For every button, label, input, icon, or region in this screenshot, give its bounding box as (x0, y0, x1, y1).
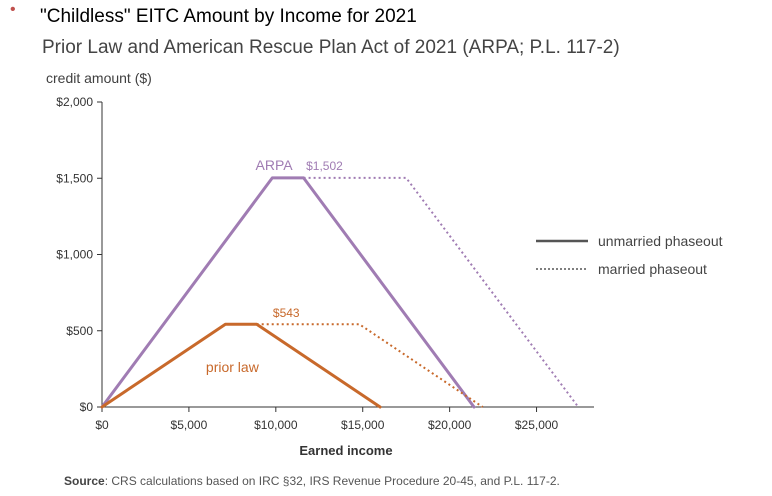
y-tick-label: $2,000 (56, 95, 93, 109)
chart-annotations: ARPA $1,502 $543 prior law (206, 157, 343, 375)
legend-label: married phaseout (598, 261, 707, 277)
chart-subtitle: Prior Law and American Rescue Plan Act o… (42, 37, 620, 58)
eitc-line-chart: $0 $500 $1,000 $1,500 $2,000 $0 $5,000 $10,000 $… (56, 95, 723, 458)
legend-label: unmarried phaseout (598, 233, 723, 249)
prior-law-unmarried-line (100, 322, 382, 409)
source-label: Source (64, 474, 105, 488)
prior-law-married-line (256, 323, 484, 408)
x-axis-title: Earned income (299, 443, 392, 458)
chart-axes: $0 $500 $1,000 $1,500 $2,000 $0 $5,000 $10,000 $… (56, 95, 594, 432)
y-tick-label: $1,000 (56, 248, 93, 262)
y-tick-label: $500 (66, 324, 93, 338)
arpa-max-value-label: $1,502 (306, 159, 343, 173)
title-bullet: • (10, 1, 16, 18)
y-tick-label: $1,500 (56, 171, 93, 185)
x-tick-label: $10,000 (254, 418, 298, 432)
y-tick-label: $0 (80, 400, 94, 414)
x-tick-label: $25,000 (515, 418, 559, 432)
chart-legend: unmarried phaseout married phaseout (536, 233, 723, 277)
source-text: : CRS calculations based on IRC §32, IRS… (104, 474, 560, 488)
chart-title: "Childless" EITC Amount by Income for 20… (40, 6, 417, 27)
x-tick-label: $20,000 (428, 418, 472, 432)
x-tick-label: $15,000 (341, 418, 385, 432)
arpa-married-line (303, 176, 580, 408)
x-tick-label: $5,000 (171, 418, 208, 432)
prior-max-value-label: $543 (273, 306, 300, 320)
prior-law-label: prior law (206, 359, 260, 375)
x-tick-label: $0 (95, 418, 109, 432)
chart-series (100, 176, 580, 409)
arpa-label: ARPA (256, 157, 294, 173)
arpa-unmarried-line (100, 176, 476, 409)
source-note: Source: CRS calculations based on IRC §3… (64, 474, 560, 488)
y-axis-label: credit amount ($) (46, 70, 152, 86)
